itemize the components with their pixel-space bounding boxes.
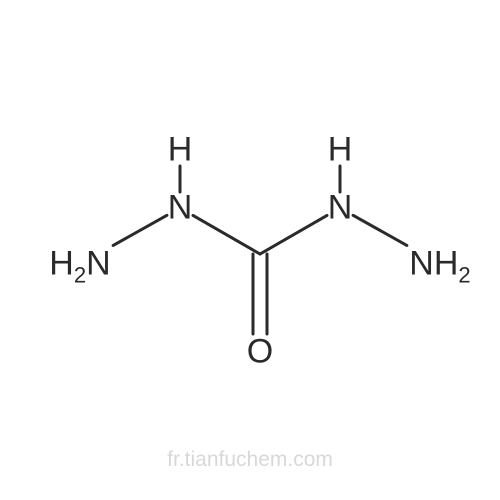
atom-nh2_left: H2N (49, 245, 110, 284)
atom-h_right: H (328, 131, 353, 170)
atom-nh_left: N (168, 189, 193, 228)
watermark-text: fr.tianfuchem.com (167, 448, 333, 472)
atom-h_left: H (168, 131, 193, 170)
atom-nh_right: N (328, 189, 353, 228)
atom-nh2_right: NH2 (409, 245, 470, 284)
atom-o_bottom: O (247, 333, 273, 372)
molecule-canvas: H2NNHONHNH2fr.tianfuchem.com (0, 0, 500, 500)
